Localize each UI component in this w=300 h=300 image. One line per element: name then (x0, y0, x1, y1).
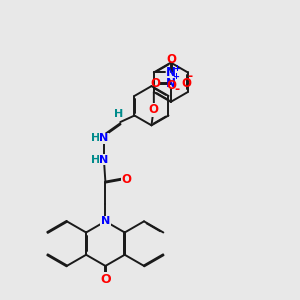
Text: H: H (91, 155, 100, 165)
Text: H: H (114, 109, 123, 119)
Text: N: N (101, 216, 110, 226)
Text: O: O (181, 77, 191, 90)
Text: O: O (100, 273, 111, 286)
Text: N: N (99, 155, 109, 165)
Text: +: + (172, 72, 179, 81)
Text: N: N (99, 134, 109, 143)
Text: O: O (121, 172, 131, 186)
Text: N: N (166, 66, 176, 79)
Text: -: - (188, 70, 193, 83)
Text: O: O (166, 52, 176, 66)
Text: -: - (174, 82, 180, 96)
Text: O: O (149, 103, 159, 116)
Text: O: O (166, 79, 176, 92)
Text: O: O (150, 77, 160, 90)
Text: +: + (173, 64, 181, 74)
Text: N: N (166, 77, 176, 90)
Text: H: H (91, 134, 100, 143)
